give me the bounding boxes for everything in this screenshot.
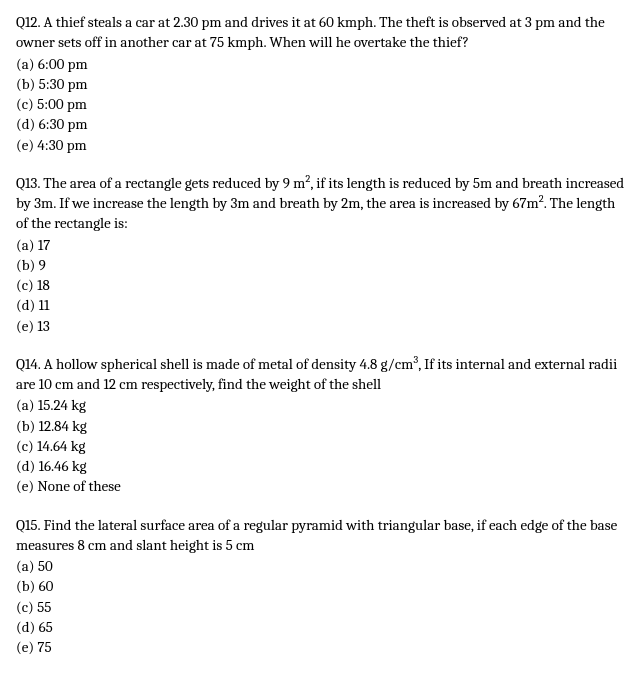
option-d: (d) 16.46 kg bbox=[16, 456, 625, 476]
question-text: Q15. Find the lateral surface area of a … bbox=[16, 515, 625, 556]
option-a: (a) 50 bbox=[16, 556, 625, 576]
question-body: A thief steals a car at 2.30 pm and driv… bbox=[16, 13, 605, 51]
option-b: (b) 9 bbox=[16, 255, 625, 275]
question-14: Q14. A hollow spherical shell is made of… bbox=[16, 354, 625, 497]
question-15: Q15. Find the lateral surface area of a … bbox=[16, 515, 625, 658]
question-13: Q13. The area of a rectangle gets reduce… bbox=[16, 173, 625, 336]
option-c: (c) 55 bbox=[16, 597, 625, 617]
option-d: (d) 6:30 pm bbox=[16, 114, 625, 134]
question-text: Q14. A hollow spherical shell is made of… bbox=[16, 354, 625, 395]
option-c: (c) 14.64 kg bbox=[16, 436, 625, 456]
option-b: (b) 60 bbox=[16, 576, 625, 596]
option-b: (b) 12.84 kg bbox=[16, 416, 625, 436]
option-a: (a) 6:00 pm bbox=[16, 54, 625, 74]
question-number: Q14. bbox=[16, 355, 40, 373]
option-d: (d) 11 bbox=[16, 295, 625, 315]
option-c: (c) 5:00 pm bbox=[16, 94, 625, 114]
option-e: (e) 13 bbox=[16, 316, 625, 336]
option-e: (e) None of these bbox=[16, 476, 625, 496]
question-12: Q12. A thief steals a car at 2.30 pm and… bbox=[16, 12, 625, 155]
question-body: A hollow spherical shell is made of meta… bbox=[16, 355, 617, 393]
option-e: (e) 75 bbox=[16, 637, 625, 657]
question-body: Find the lateral surface area of a regul… bbox=[16, 516, 617, 554]
question-body: The area of a rectangle gets reduced by … bbox=[16, 174, 624, 233]
question-number: Q15. bbox=[16, 516, 40, 534]
option-a: (a) 15.24 kg bbox=[16, 395, 625, 415]
question-number: Q12. bbox=[16, 13, 40, 31]
question-text: Q13. The area of a rectangle gets reduce… bbox=[16, 173, 625, 234]
option-c: (c) 18 bbox=[16, 275, 625, 295]
option-d: (d) 65 bbox=[16, 617, 625, 637]
option-a: (a) 17 bbox=[16, 235, 625, 255]
question-text: Q12. A thief steals a car at 2.30 pm and… bbox=[16, 12, 625, 53]
question-number: Q13. bbox=[16, 174, 40, 192]
option-e: (e) 4:30 pm bbox=[16, 135, 625, 155]
option-b: (b) 5:30 pm bbox=[16, 74, 625, 94]
